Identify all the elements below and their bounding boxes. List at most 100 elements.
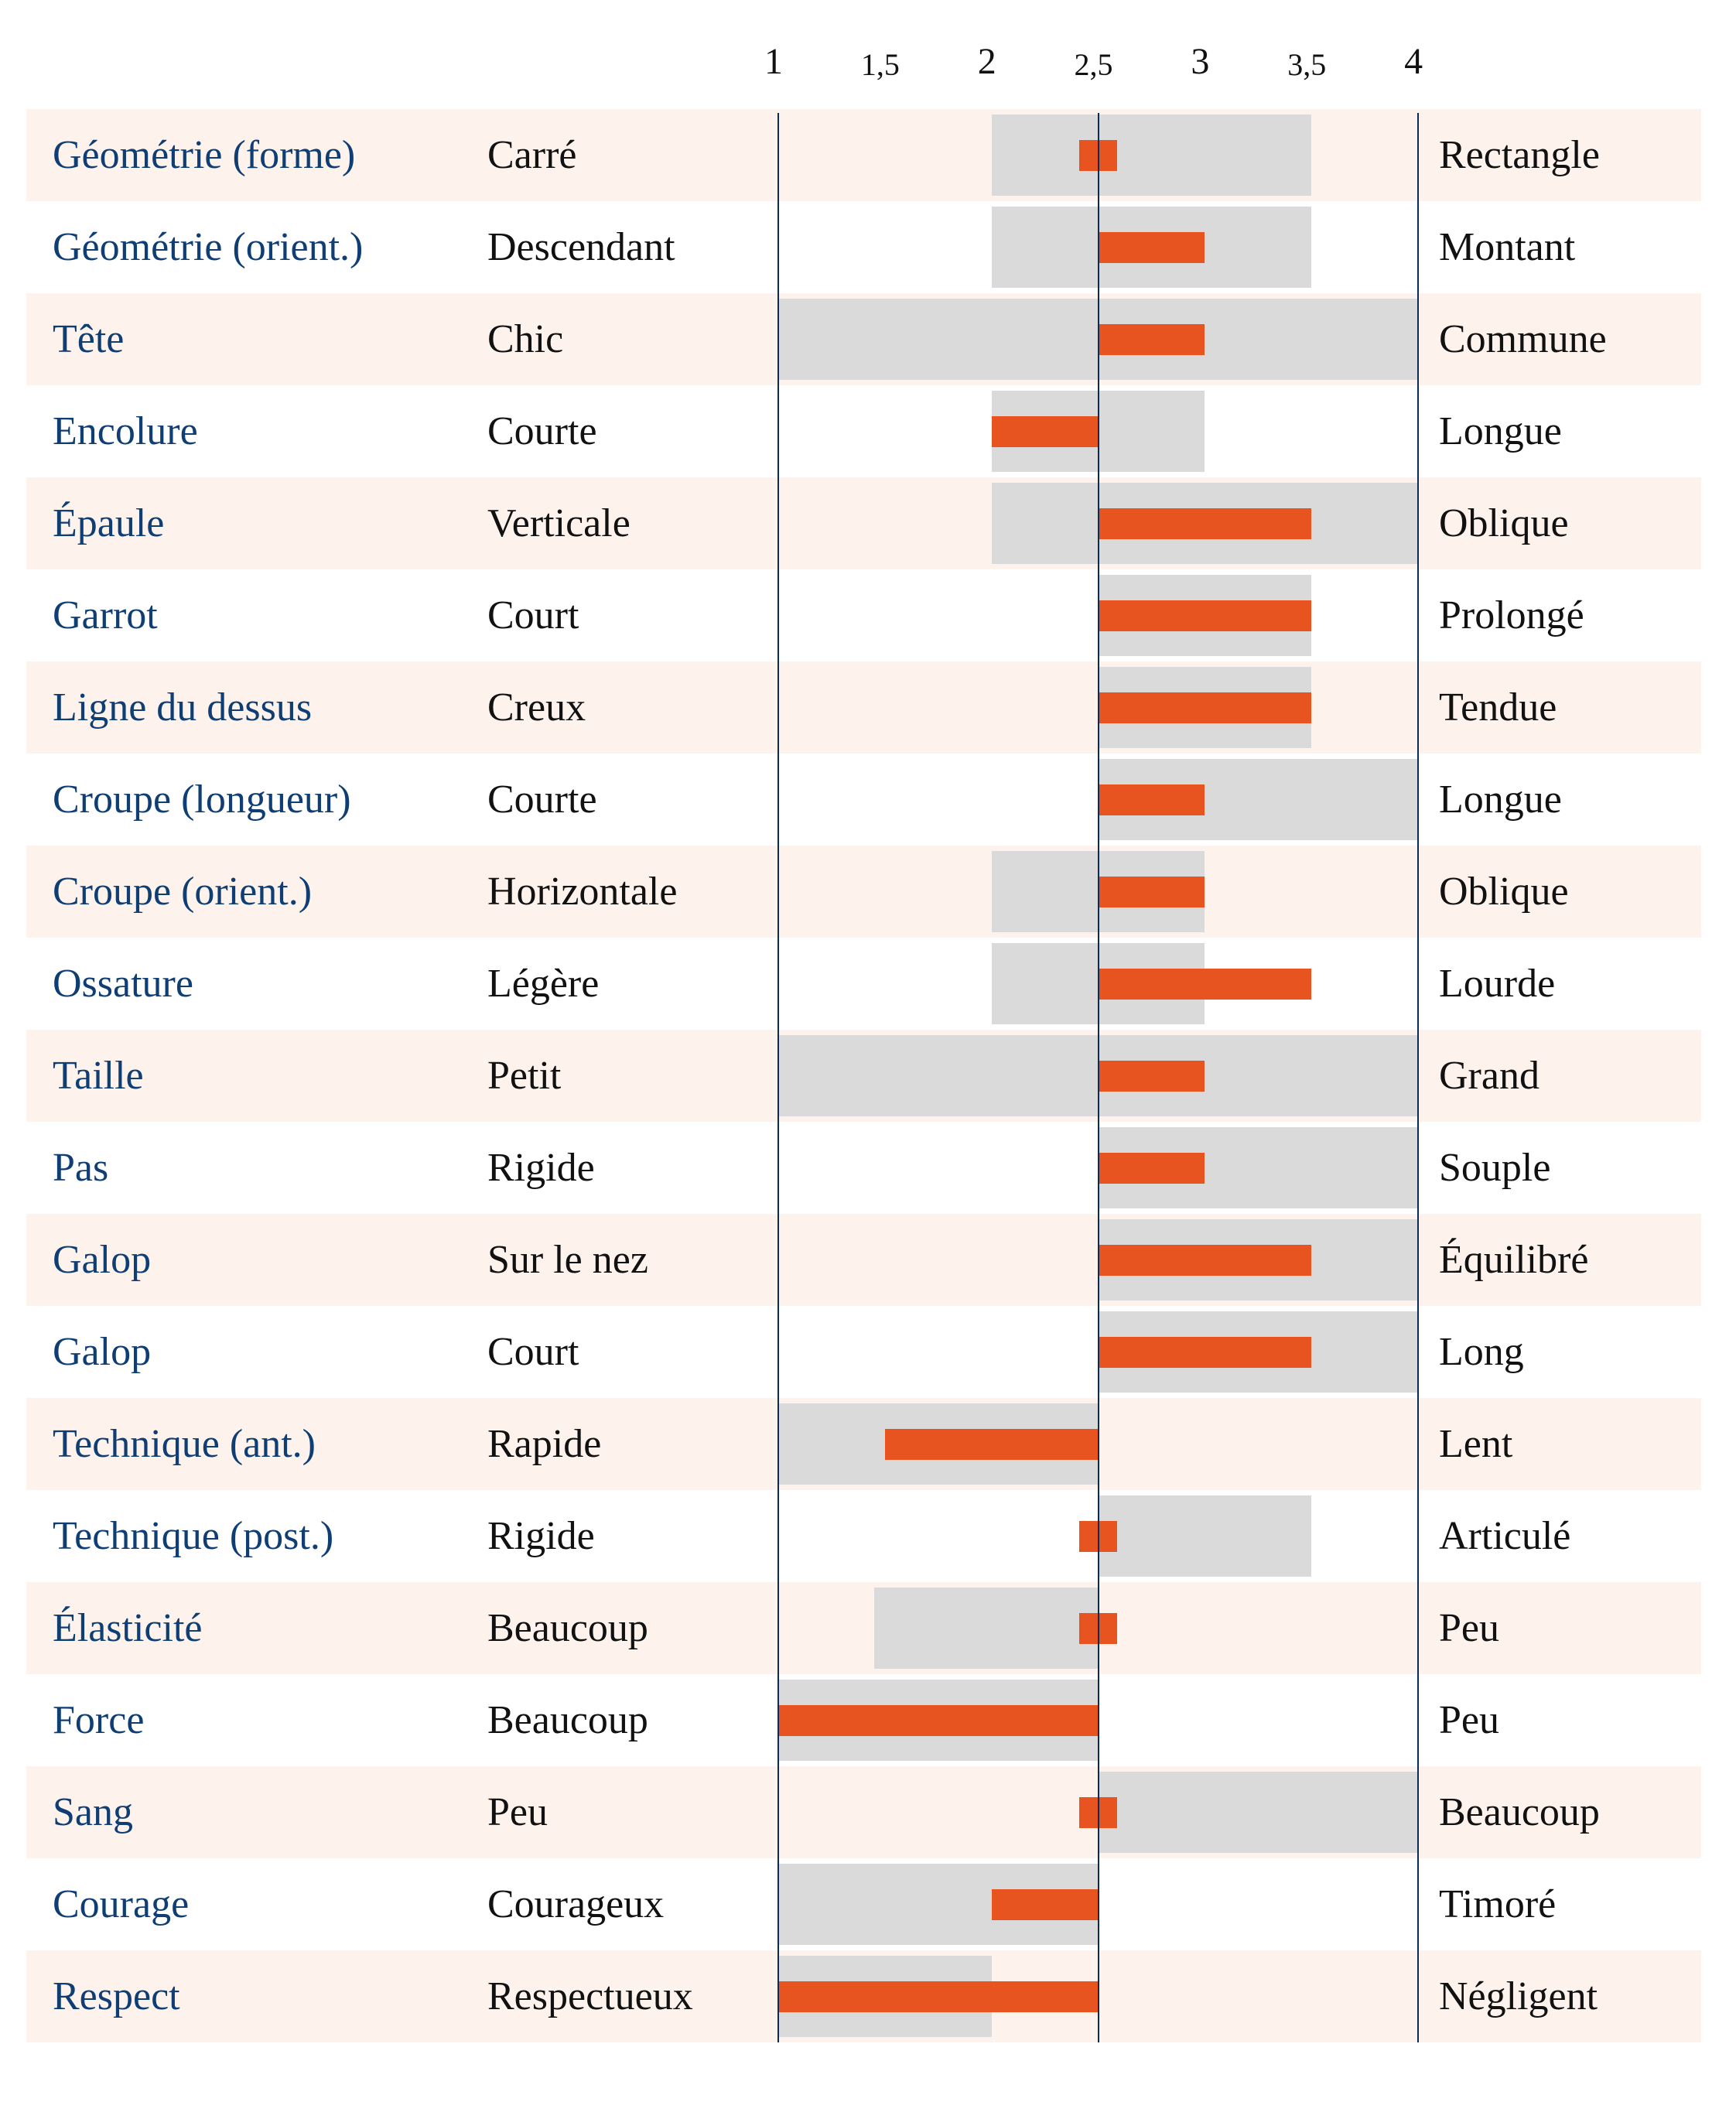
chart-row: Courage Courageux Timoré (26, 1858, 1701, 1950)
low-label: Carré (487, 133, 577, 177)
chart-row: Géométrie (forme) Carré Rectangle (26, 109, 1701, 201)
low-label: Courte (487, 778, 597, 822)
attribute-label: Technique (ant.) (53, 1422, 316, 1466)
attribute-label: Force (53, 1698, 145, 1742)
attribute-label: Sang (53, 1790, 133, 1834)
low-label: Beaucoup (487, 1698, 648, 1742)
chart-row: Garrot Court Prolongé (26, 569, 1701, 661)
high-label: Grand (1439, 1054, 1540, 1098)
low-label: Petit (487, 1054, 562, 1098)
value-bar (778, 1705, 1099, 1736)
chart-row: Ligne du dessus Creux Tendue (26, 661, 1701, 754)
chart-row: Épaule Verticale Oblique (26, 477, 1701, 569)
value-bar (1098, 600, 1312, 631)
low-label: Chic (487, 317, 564, 361)
value-bar (1098, 784, 1205, 815)
chart-row: Galop Sur le nez Équilibré (26, 1214, 1701, 1306)
axis-line (1417, 113, 1420, 2042)
axis-line (777, 113, 779, 2042)
chart-row: Technique (post.) Rigide Articulé (26, 1490, 1701, 1582)
low-label: Creux (487, 685, 586, 730)
attribute-label: Garrot (53, 593, 158, 637)
value-bar (1098, 877, 1205, 907)
value-bar (1098, 692, 1312, 723)
range-band (991, 114, 1312, 196)
range-band (1098, 1772, 1419, 1853)
chart-row: Croupe (longueur) Courte Longue (26, 754, 1701, 846)
value-bar (1098, 969, 1312, 1000)
value-bar (1098, 1245, 1312, 1276)
attribute-label: Épaule (53, 501, 165, 545)
tick-label: 1 (764, 41, 783, 82)
low-label: Horizontale (487, 870, 678, 914)
low-label: Sur le nez (487, 1238, 648, 1282)
attribute-label: Respect (53, 1974, 180, 2018)
high-label: Lent (1439, 1422, 1513, 1466)
attribute-label: Élasticité (53, 1606, 203, 1650)
value-bar (991, 1889, 1099, 1920)
high-label: Montant (1439, 225, 1576, 269)
high-label: Tendue (1439, 685, 1557, 730)
axis-line (1097, 113, 1099, 2042)
low-label: Rapide (487, 1422, 602, 1466)
low-label: Courte (487, 409, 597, 453)
low-label: Descendant (487, 225, 675, 269)
value-bar (1098, 324, 1205, 355)
value-bar (1098, 508, 1312, 539)
high-label: Longue (1439, 778, 1562, 822)
attribute-label: Tête (53, 317, 125, 361)
value-bar (1098, 1153, 1205, 1184)
value-bar (1098, 1061, 1205, 1092)
chart-row: Sang Peu Beaucoup (26, 1766, 1701, 1858)
low-label: Respectueux (487, 1974, 693, 2018)
attribute-label: Ossature (53, 962, 193, 1006)
high-label: Négligent (1439, 1974, 1598, 2018)
low-label: Court (487, 593, 579, 637)
chart-row: Galop Court Long (26, 1306, 1701, 1398)
attribute-label: Encolure (53, 409, 198, 453)
attribute-label: Taille (53, 1054, 144, 1098)
attribute-label: Technique (post.) (53, 1514, 334, 1558)
range-band (874, 1588, 1099, 1669)
chart-row: Encolure Courte Longue (26, 385, 1701, 477)
attribute-label: Croupe (longueur) (53, 778, 351, 822)
value-bar (991, 416, 1099, 447)
value-bar (1098, 1337, 1312, 1368)
attribute-label: Croupe (orient.) (53, 870, 313, 914)
chart-row: Pas Rigide Souple (26, 1122, 1701, 1214)
high-label: Prolongé (1439, 593, 1584, 637)
high-label: Lourde (1439, 962, 1556, 1006)
low-label: Peu (487, 1790, 548, 1834)
tick-label: 2,5 (1074, 47, 1113, 82)
range-band (1098, 1495, 1312, 1577)
attribute-label: Courage (53, 1882, 190, 1926)
tick-label: 4 (1404, 41, 1423, 82)
attribute-label: Ligne du dessus (53, 685, 313, 730)
chart-row: Force Beaucoup Peu (26, 1674, 1701, 1766)
high-label: Commune (1439, 317, 1607, 361)
high-label: Rectangle (1439, 133, 1600, 177)
attribute-label: Galop (53, 1238, 152, 1282)
chart-row: Géométrie (orient.) Descendant Montant (26, 201, 1701, 293)
attribute-label: Pas (53, 1146, 109, 1190)
high-label: Peu (1439, 1698, 1499, 1742)
tick-label: 3 (1191, 41, 1210, 82)
high-label: Peu (1439, 1606, 1499, 1650)
low-label: Courageux (487, 1882, 665, 1926)
high-label: Équilibré (1439, 1238, 1589, 1282)
attribute-label: Galop (53, 1330, 152, 1374)
high-label: Timoré (1439, 1882, 1557, 1926)
attribute-label: Géométrie (orient.) (53, 225, 364, 269)
value-bar (778, 1981, 1099, 2012)
tick-label: 3,5 (1287, 47, 1327, 82)
low-label: Verticale (487, 501, 630, 545)
chart-row: Élasticité Beaucoup Peu (26, 1582, 1701, 1674)
low-label: Rigide (487, 1146, 595, 1190)
chart-row: Croupe (orient.) Horizontale Oblique (26, 846, 1701, 938)
low-label: Légère (487, 962, 600, 1006)
attribute-label: Géométrie (forme) (53, 133, 356, 177)
low-label: Rigide (487, 1514, 595, 1558)
high-label: Articulé (1439, 1514, 1571, 1558)
value-bar (1098, 232, 1205, 263)
high-label: Oblique (1439, 501, 1569, 545)
